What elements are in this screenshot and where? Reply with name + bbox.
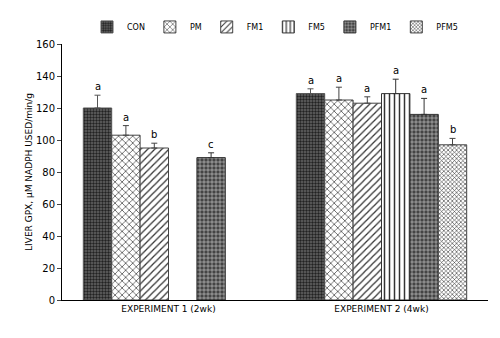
svg-text:a: a	[308, 75, 314, 86]
svg-text:60: 60	[42, 199, 55, 210]
svg-text:80: 80	[42, 167, 55, 178]
svg-text:PFM1: PFM1	[370, 23, 391, 32]
svg-text:0: 0	[49, 295, 55, 306]
svg-text:160: 160	[36, 39, 55, 50]
svg-text:100: 100	[36, 135, 55, 146]
svg-text:120: 120	[36, 103, 55, 114]
svg-text:40: 40	[42, 231, 55, 242]
svg-text:LIVER GPX, μM NADPH USED/min/g: LIVER GPX, μM NADPH USED/min/g	[24, 93, 34, 251]
svg-text:a: a	[95, 81, 101, 92]
svg-text:a: a	[421, 84, 427, 95]
svg-text:a: a	[393, 65, 399, 76]
svg-text:20: 20	[42, 263, 55, 274]
svg-text:b: b	[151, 129, 157, 140]
svg-text:EXPERIMENT 1 (2wk): EXPERIMENT 1 (2wk)	[121, 304, 215, 314]
svg-text:b: b	[450, 124, 456, 135]
svg-text:140: 140	[36, 71, 55, 82]
svg-text:c: c	[208, 139, 214, 150]
svg-text:a: a	[336, 73, 342, 84]
svg-text:PM: PM	[190, 23, 202, 32]
svg-text:PFM5: PFM5	[436, 23, 457, 32]
svg-text:a: a	[123, 112, 129, 123]
svg-text:FM5: FM5	[308, 23, 325, 32]
svg-text:FM1: FM1	[247, 23, 264, 32]
svg-text:EXPERIMENT 2 (4wk): EXPERIMENT 2 (4wk)	[334, 304, 428, 314]
svg-text:a: a	[364, 83, 370, 94]
svg-text:CON: CON	[127, 23, 145, 32]
